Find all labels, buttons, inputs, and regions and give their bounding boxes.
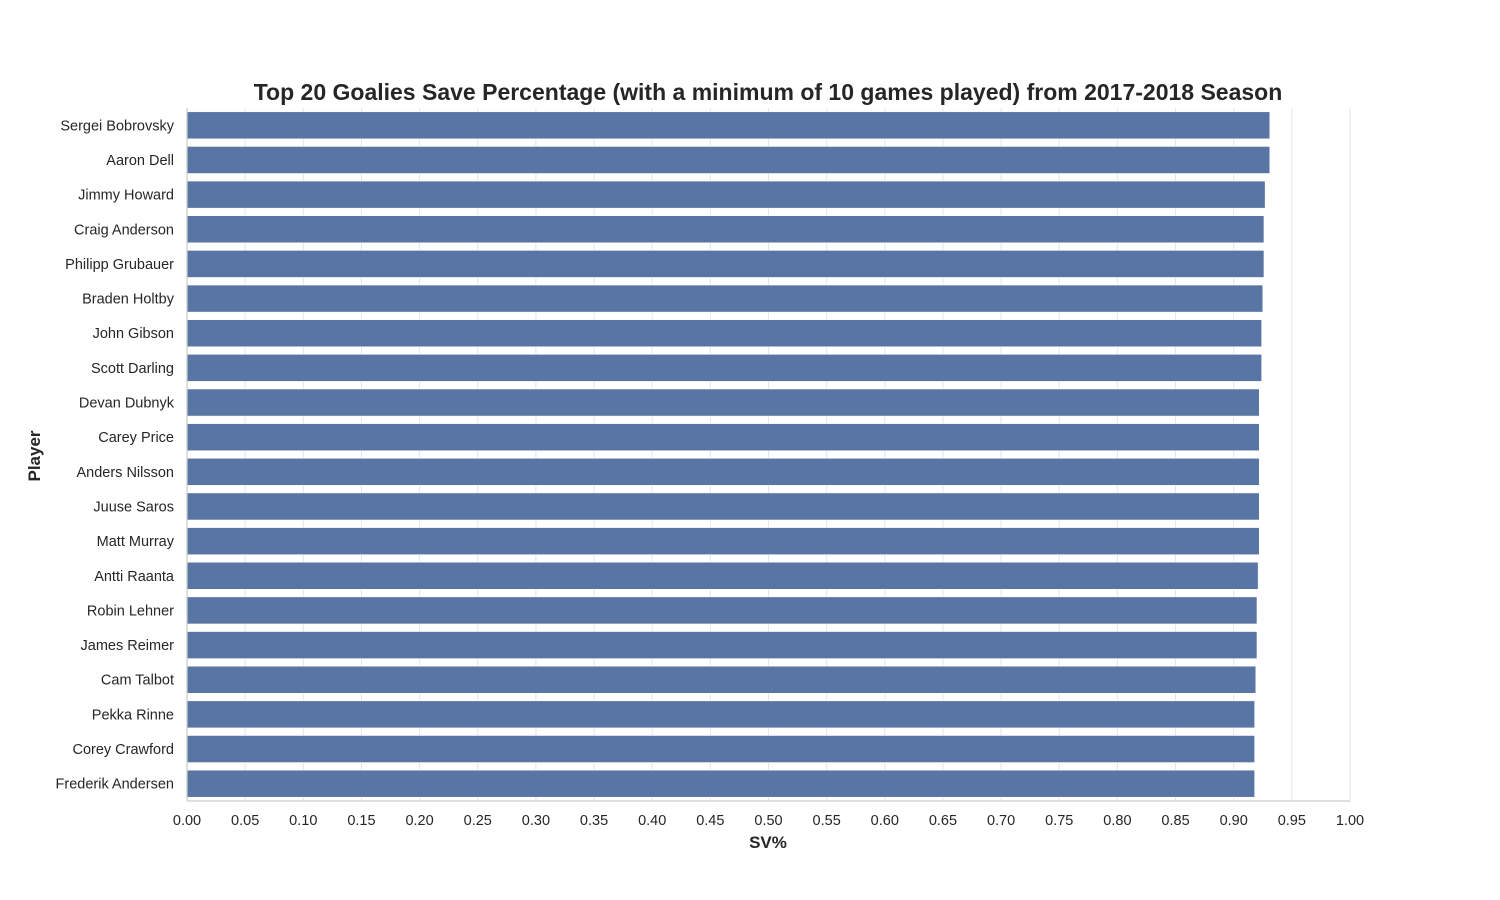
y-tick-label: Pekka Rinne [92,707,174,723]
y-tick-label: John Gibson [93,326,174,342]
bar [186,354,1262,382]
bar [186,111,1271,140]
bar [186,596,1258,625]
y-tick-label: James Reimer [81,638,175,654]
y-tick-label: Devan Dubnyk [79,396,175,412]
x-tick-label: 0.20 [405,813,433,829]
x-tick-label: 0.30 [522,813,550,829]
bar [186,735,1255,763]
y-tick-label: Juuse Saros [93,499,174,515]
bar [186,388,1260,417]
y-tick-label: Jimmy Howard [78,188,174,204]
bar [186,631,1258,659]
x-tick-label: 0.35 [580,813,608,829]
y-tick-label: Anders Nilsson [76,465,174,481]
bar [186,146,1271,174]
gridlines [186,108,1351,801]
x-tick-label: 0.15 [347,813,375,829]
x-tick-label: 0.60 [871,813,899,829]
y-tick-label: Sergei Bobrovsky [60,118,174,134]
x-tick-label: 0.45 [696,813,724,829]
x-tick-label: 0.90 [1220,813,1248,829]
bars [186,111,1271,798]
y-axis-label: Player [25,430,44,481]
y-tick-label: Antti Raanta [94,569,175,585]
x-tick-label: 0.75 [1045,813,1073,829]
bar [186,319,1262,347]
x-tick-label: 0.05 [231,813,259,829]
x-tick-label: 0.00 [173,813,201,829]
y-tick-labels: Sergei Bobrovsky Aaron Dell Jimmy Howard Cr… [56,118,175,792]
x-tick-label: 0.40 [638,813,666,829]
y-tick-label: Robin Lehner [87,603,174,619]
bar [186,215,1265,244]
x-tick-label: 1.00 [1336,813,1364,829]
y-tick-label: Braden Holtby [82,292,175,308]
y-tick-label: Scott Darling [91,361,174,377]
x-tick-label: 0.85 [1161,813,1189,829]
x-tick-label: 0.10 [289,813,317,829]
x-tick-label: 0.55 [813,813,841,829]
y-tick-label: Cam Talbot [101,673,174,689]
x-axis-label: SV% [749,833,787,852]
x-tick-label: 0.50 [754,813,782,829]
bar [186,769,1255,798]
chart-title: Top 20 Goalies Save Percentage (with a m… [254,79,1283,105]
x-tick-labels: 0.00 0.05 0.10 0.15 0.20 0.25 0.30 0.35 0.40 0.45… [173,813,1364,829]
bar [186,700,1255,729]
bar [186,458,1260,486]
bar [186,250,1265,278]
y-tick-label: Carey Price [98,430,174,446]
y-tick-label: Frederik Andersen [56,777,174,793]
y-tick-label: Aaron Dell [106,153,174,169]
bar [186,527,1260,555]
y-tick-label: Corey Crawford [72,742,174,758]
bar [186,562,1259,590]
y-tick-label: Matt Murray [97,534,175,550]
x-tick-label: 0.95 [1278,813,1306,829]
x-tick-label: 0.65 [929,813,957,829]
y-tick-label: Craig Anderson [74,222,174,238]
bar [186,284,1264,313]
bar [186,423,1260,451]
bar [186,492,1260,521]
bar [186,665,1257,694]
bar [186,180,1266,209]
x-tick-label: 0.70 [987,813,1015,829]
y-tick-label: Philipp Grubauer [65,257,174,273]
x-tick-label: 0.25 [464,813,492,829]
x-tick-label: 0.80 [1103,813,1131,829]
